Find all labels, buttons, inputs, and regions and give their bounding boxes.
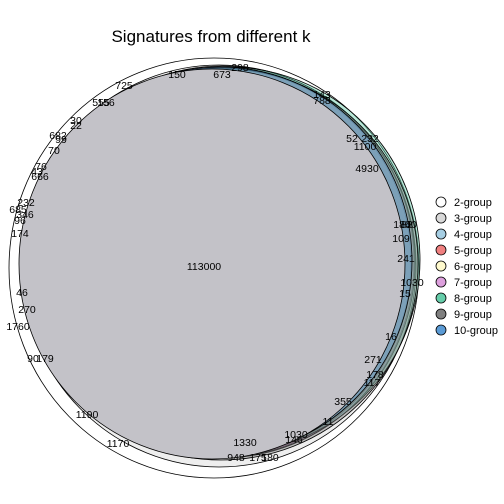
region-label: 16 [385,331,397,343]
region-label: 270 [18,304,36,316]
region-label: 673 [213,69,231,81]
legend-swatch [435,212,447,224]
venn-circles [8,57,421,479]
legend-swatch [435,196,447,208]
legend-label: 2-group [454,197,492,209]
region-label: 156 [97,97,115,109]
region-label: 150 [168,69,186,81]
region-label: 346 [16,209,34,221]
region-label: 788 [313,95,331,107]
legend-label: 8-group [454,293,492,305]
region-label: 146 [285,434,303,446]
region-label: 46 [16,287,28,299]
region-label: 1330 [233,437,257,449]
legend-swatch [435,228,447,240]
legend-label: 4-group [454,229,492,241]
region-label: 70 [48,145,60,157]
region-label: 241 [397,253,415,265]
legend-swatch [435,260,447,272]
legend-label: 7-group [454,277,492,289]
region-label: 685 [9,204,27,216]
region-label: 174 [11,228,29,240]
legend-label: 3-group [454,213,492,225]
venn-shared-core [18,68,406,460]
region-label: 52 [346,133,358,145]
legend-label: 9-group [454,309,492,321]
region-label: 948 [227,452,245,464]
legend-swatch [435,308,447,320]
region-label: 30 [70,115,82,127]
region-label: 99 [55,134,67,146]
region-label: 178 [366,369,384,381]
region-label: 22 [70,120,82,132]
region-label: 180 [261,452,279,464]
region-label: 143 [313,89,331,101]
region-label: 180 [393,219,411,231]
region-label: 1100 [354,141,377,153]
region-label: 96 [14,215,26,227]
region-label: 1190 [76,409,99,421]
region-label: 1760 [6,321,30,333]
region-label: 555 [92,97,110,109]
region-label: 271 [364,354,382,366]
region-label: 4930 [355,163,379,175]
region-label: 725 [115,80,133,92]
region-label: 40 [405,219,417,231]
region-label: 43 [31,166,43,178]
legend-swatch [435,244,447,256]
region-label: 82 [401,219,413,231]
chart-title: Signatures from different k [111,27,311,46]
region-label: 1170 [107,438,130,450]
legend-label: 6-group [454,261,492,273]
region-label: 109 [392,233,410,245]
region-label: 117 [364,377,381,389]
legend-label: 5-group [454,245,492,257]
region-label: 175 [249,452,267,464]
region-label: 682 [49,130,67,142]
region-label: 76 [35,161,47,173]
region-label: 11 [323,416,334,428]
region-label: 15 [399,288,411,300]
legend-swatch [435,276,447,288]
region-label: 298 [231,62,249,74]
legend-swatch [435,292,447,304]
region-label: 232 [17,197,35,209]
region-label: 355 [334,396,352,408]
legend: 2-group 3-group 4-group 5-group 6-group 7-gro… [435,196,498,337]
region-label: 666 [31,171,49,183]
region-label: 232 [361,133,379,145]
region-label: 1030 [400,277,424,289]
legend-swatch [435,324,447,336]
region-label: 179 [36,353,54,365]
main-region-label: 113000 [187,261,221,273]
region-label: 1030 [284,429,308,441]
region-label: 90 [27,353,39,365]
legend-label: 10-group [454,325,498,337]
